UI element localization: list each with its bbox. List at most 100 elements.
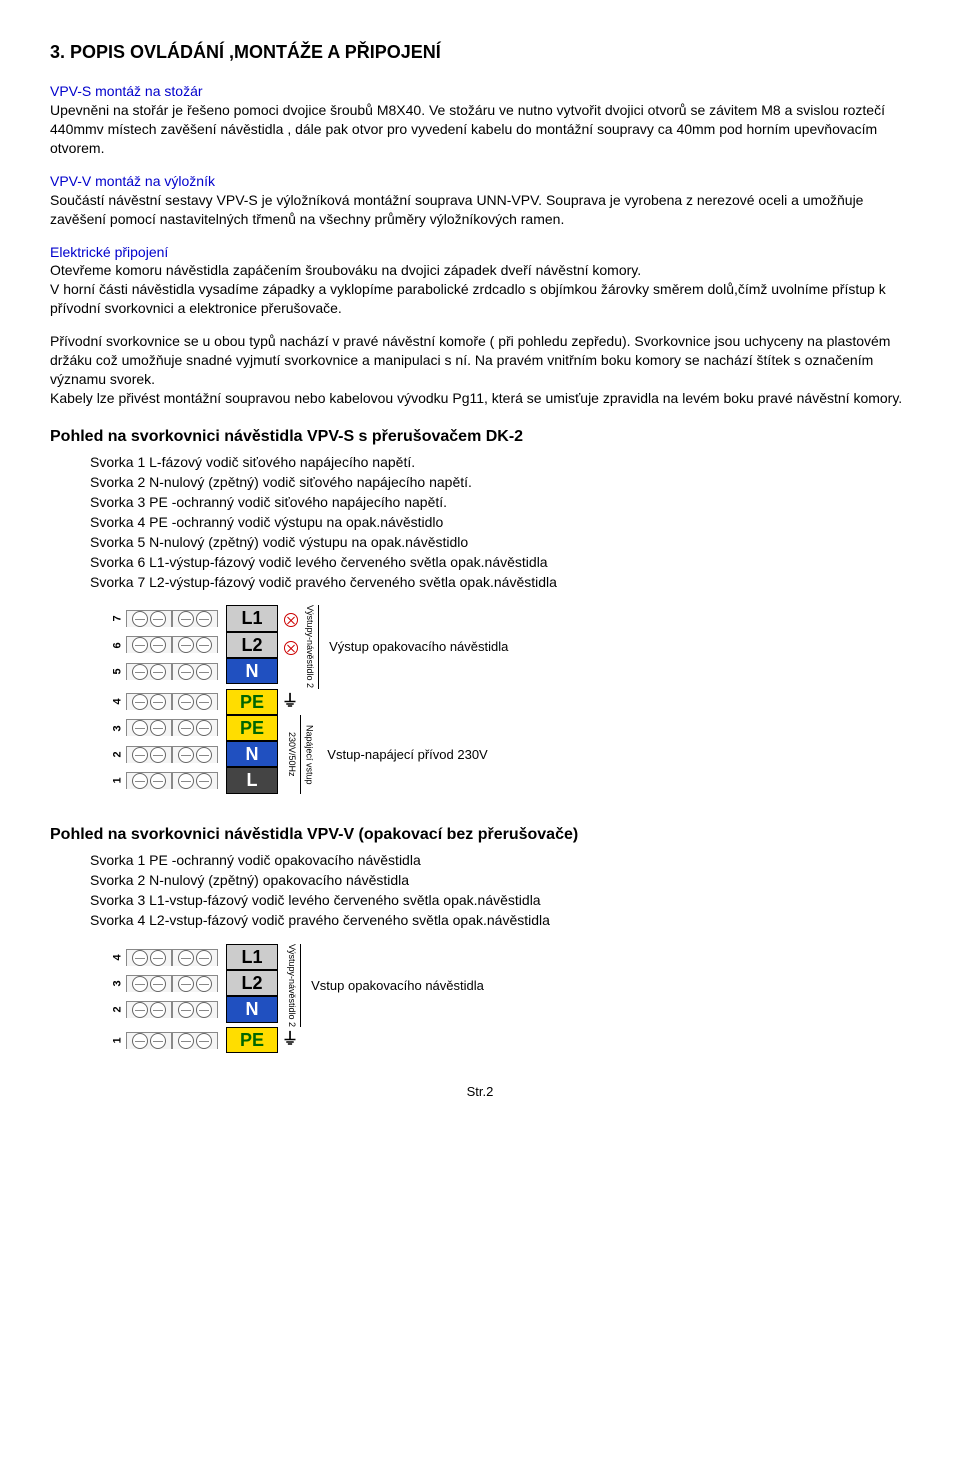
screw-icon bbox=[178, 720, 194, 736]
screw-icon bbox=[196, 1002, 212, 1018]
screw-icon bbox=[132, 611, 148, 627]
screw-block bbox=[172, 663, 218, 680]
bulb-icon bbox=[284, 641, 298, 655]
screw-icon bbox=[178, 1002, 194, 1018]
annot-input: Vstup-napájecí přívod 230V bbox=[327, 715, 487, 794]
screw-icon bbox=[196, 976, 212, 992]
terminal-number: 1 bbox=[111, 773, 126, 789]
screw-icon bbox=[132, 950, 148, 966]
svorka-line: Svorka 4 L2-vstup-fázový vodič pravého č… bbox=[90, 911, 910, 930]
input-group: 3PE2N1L230V/50HzNapájecí vstupVstup-napá… bbox=[110, 715, 910, 794]
screw-icon bbox=[132, 694, 148, 710]
elec-p3: Přívodní svorkovnice se u obou typů nach… bbox=[50, 333, 890, 387]
screw-block bbox=[126, 693, 172, 710]
vpvs-title: VPV-S montáž na stožár bbox=[50, 83, 203, 99]
svorka-line: Svorka 3 L1-vstup-fázový vodič levého če… bbox=[90, 891, 910, 910]
screw-block bbox=[172, 636, 218, 653]
terminal-label: L1 bbox=[226, 944, 278, 970]
vpvv-text: Součástí návěstní sestavy VPV-S je výlož… bbox=[50, 192, 863, 227]
screw-block bbox=[126, 1032, 172, 1049]
terminal-label: PE bbox=[226, 689, 278, 715]
screw-icon bbox=[132, 1033, 148, 1049]
terminal-number: 5 bbox=[111, 663, 126, 679]
screw-icon bbox=[132, 747, 148, 763]
terminal-label: N bbox=[226, 741, 278, 767]
pe-row: 1PE⏚ bbox=[110, 1027, 910, 1053]
terminal-row: 1 PE bbox=[110, 1027, 278, 1053]
terminal-row: 2N bbox=[110, 996, 278, 1022]
screw-block bbox=[172, 1001, 218, 1018]
screw-block bbox=[126, 949, 172, 966]
terminal-label: N bbox=[226, 658, 278, 684]
vpvs-block: VPV-S montáž na stožár Upevněni na stořá… bbox=[50, 82, 910, 158]
screw-icon bbox=[150, 637, 166, 653]
svorka-line: Svorka 3 PE -ochranný vodič siťového nap… bbox=[90, 493, 910, 512]
terminal-label: PE bbox=[226, 1027, 278, 1053]
svorka-line: Svorka 2 N-nulový (zpětný) vodič siťovéh… bbox=[90, 473, 910, 492]
terminal-number: 7 bbox=[111, 611, 126, 627]
screw-icon bbox=[150, 694, 166, 710]
vpvv-block: VPV-V montáž na výložník Součástí návěst… bbox=[50, 172, 910, 229]
elec-p2: V horní části návěstidla vysadíme západk… bbox=[50, 281, 886, 316]
terminal-row: 6L2 bbox=[110, 632, 278, 658]
svorka-line: Svorka 2 N-nulový (zpětný) opakovacího n… bbox=[90, 871, 910, 890]
screw-icon bbox=[178, 1033, 194, 1049]
screw-icon bbox=[150, 664, 166, 680]
screw-icon bbox=[196, 664, 212, 680]
elec-p4: Kabely lze přivést montážní soupravou ne… bbox=[50, 390, 902, 406]
screw-icon bbox=[178, 950, 194, 966]
screw-icon bbox=[150, 950, 166, 966]
screw-block bbox=[172, 719, 218, 736]
screw-icon bbox=[150, 611, 166, 627]
terminal-row: 4L1 bbox=[110, 944, 278, 970]
screw-icon bbox=[178, 976, 194, 992]
svorka-line: Svorka 5 N-nulový (zpětný) vodič výstupu… bbox=[90, 533, 910, 552]
screw-block bbox=[172, 772, 218, 789]
screw-block bbox=[172, 746, 218, 763]
screw-block bbox=[126, 610, 172, 627]
terminal-label: L2 bbox=[226, 970, 278, 996]
svorka-line: Svorka 1 L-fázový vodič siťového napájec… bbox=[90, 453, 910, 472]
terminal-number: 1 bbox=[111, 1032, 126, 1048]
elec-title: Elektrické připojení bbox=[50, 244, 168, 260]
vpvv-diagram: 4L13L22NVýstupy-návěstidlo 2Vstup opakov… bbox=[110, 944, 910, 1053]
side-label-output: Výstupy-návěstidlo 2 bbox=[302, 605, 319, 688]
terminal-number: 3 bbox=[111, 975, 126, 991]
screw-block bbox=[126, 772, 172, 789]
screw-icon bbox=[150, 976, 166, 992]
vpvs-diagram: 7L16L25NVýstupy-návěstidlo 2Výstup opako… bbox=[110, 605, 910, 793]
pe-row: 4 PE⏚ bbox=[110, 689, 910, 715]
elec-block-2: Přívodní svorkovnice se u obou typů nach… bbox=[50, 332, 910, 408]
screw-icon bbox=[196, 637, 212, 653]
input-group: 4L13L22NVýstupy-návěstidlo 2Vstup opakov… bbox=[110, 944, 910, 1027]
screw-block bbox=[172, 693, 218, 710]
screw-icon bbox=[178, 611, 194, 627]
terminal-row: 3 L2 bbox=[110, 970, 278, 996]
screw-icon bbox=[150, 1002, 166, 1018]
terminal-row: 3PE bbox=[110, 715, 278, 741]
vpvs-svorkovnice-title: Pohled na svorkovnici návěstidla VPV-S s… bbox=[50, 426, 910, 448]
side-label-input: 230V/50Hz bbox=[284, 715, 301, 794]
side-label: Výstupy-návěstidlo 2 bbox=[284, 944, 301, 1027]
terminal-label: L2 bbox=[226, 632, 278, 658]
screw-block bbox=[126, 1001, 172, 1018]
screw-icon bbox=[150, 720, 166, 736]
vpvv-svorka-list: Svorka 1 PE -ochranný vodič opakovacího … bbox=[90, 851, 910, 930]
terminal-row: 2N bbox=[110, 741, 278, 767]
screw-icon bbox=[150, 1033, 166, 1049]
screw-block bbox=[172, 949, 218, 966]
vpvs-svorka-list: Svorka 1 L-fázový vodič siťového napájec… bbox=[90, 453, 910, 591]
section-title: 3. POPIS OVLÁDÁNÍ ,MONTÁŽE A PŘIPOJENÍ bbox=[50, 40, 910, 64]
terminal-number: 2 bbox=[111, 1002, 126, 1018]
screw-icon bbox=[150, 773, 166, 789]
terminal-row: 1L bbox=[110, 767, 278, 793]
ground-icon: ⏚ bbox=[282, 691, 298, 713]
terminal-number: 4 bbox=[111, 694, 126, 710]
svorka-line: Svorka 1 PE -ochranný vodič opakovacího … bbox=[90, 851, 910, 870]
terminal-row: 4 PE bbox=[110, 689, 278, 715]
screw-icon bbox=[196, 611, 212, 627]
terminal-row: 5N bbox=[110, 658, 278, 684]
page-footer: Str.2 bbox=[50, 1083, 910, 1101]
screw-block bbox=[126, 636, 172, 653]
bulb-icon bbox=[284, 613, 298, 627]
